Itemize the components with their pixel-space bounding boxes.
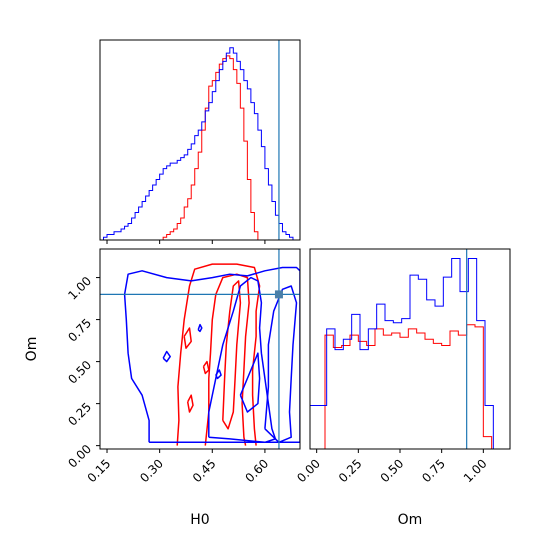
contour-level-blue-4: [162, 350, 171, 363]
contour-y-tick-label: 0.00: [65, 442, 94, 471]
hist-Om-x-tick-label: 0.75: [419, 456, 448, 485]
contour-y-ticks: 0.00 0.25 0.50 0.75 1.00: [65, 274, 100, 471]
panel-hist-Om: 0.00 0.25 0.50 0.75 1.00 Om: [294, 248, 511, 528]
contour-x-ticks: 0.15 0.30 0.45 0.60: [85, 449, 271, 485]
hist-Om-x-tick-label: 1.00: [461, 456, 490, 485]
hist-H0-frame: [99, 39, 301, 241]
contour-x-axis-title: H0: [190, 512, 209, 528]
hist-Om-x-axis-title: Om: [398, 512, 423, 528]
contour-level-red-4: [186, 394, 194, 413]
hist-H0-series-blue: [100, 47, 300, 240]
hist-Om-x-tick-label: 0.50: [378, 456, 407, 485]
hist-Om-x-ticks: 0.00 0.25 0.50 0.75 1.00: [294, 449, 490, 485]
hist-H0-ticks: [106, 240, 266, 244]
contour-y-tick-label: 0.75: [65, 316, 94, 345]
panel-contour-H0-Om: 0.15 0.30 0.45 0.60 0.00 0.25 0.50 0.75 1.00 H0…: [24, 248, 301, 528]
contour-level-blue-3: [264, 285, 298, 444]
contour-level-blue-2: [239, 352, 261, 413]
hist-H0-series-group: [100, 47, 300, 240]
hist-Om-frame: [309, 248, 511, 450]
contour-level-red-3: [183, 327, 192, 349]
contour-x-tick-label: 0.60: [242, 456, 271, 485]
contour-level-red-2: [222, 280, 242, 430]
contour-series-group: [123, 263, 300, 446]
contour-level-red-5: [202, 360, 210, 375]
contour-level-red-0: [176, 263, 261, 446]
contour-truth-lines: [100, 249, 300, 449]
contour-frame: [99, 248, 301, 450]
contour-y-axis-title: Om: [24, 337, 40, 362]
contour-x-tick-label: 0.30: [137, 456, 166, 485]
contour-level-blue-0: [123, 266, 300, 444]
hist-Om-x-tick-label: 0.25: [336, 456, 365, 485]
contour-x-tick-label: 0.45: [190, 456, 219, 485]
hist-Om-series-blue: [310, 258, 502, 449]
contour-level-blue-5: [215, 369, 222, 380]
hist-Om-series-group: [310, 258, 502, 449]
contour-level-blue-1: [208, 276, 277, 444]
contour-y-tick-label: 0.50: [65, 358, 94, 387]
contour-y-tick-label: 0.25: [65, 400, 94, 429]
hist-Om-x-tick-label: 0.00: [294, 456, 323, 485]
panel-hist-H0: [99, 39, 301, 244]
contour-level-blue-6: [197, 323, 203, 333]
contour-y-tick-label: 1.00: [65, 274, 94, 303]
contour-x-tick-label: 0.15: [85, 456, 114, 485]
hist-H0-series-red: [159, 55, 286, 240]
contour-truth-marker: [274, 290, 283, 299]
contour-level-red-1: [204, 273, 250, 446]
